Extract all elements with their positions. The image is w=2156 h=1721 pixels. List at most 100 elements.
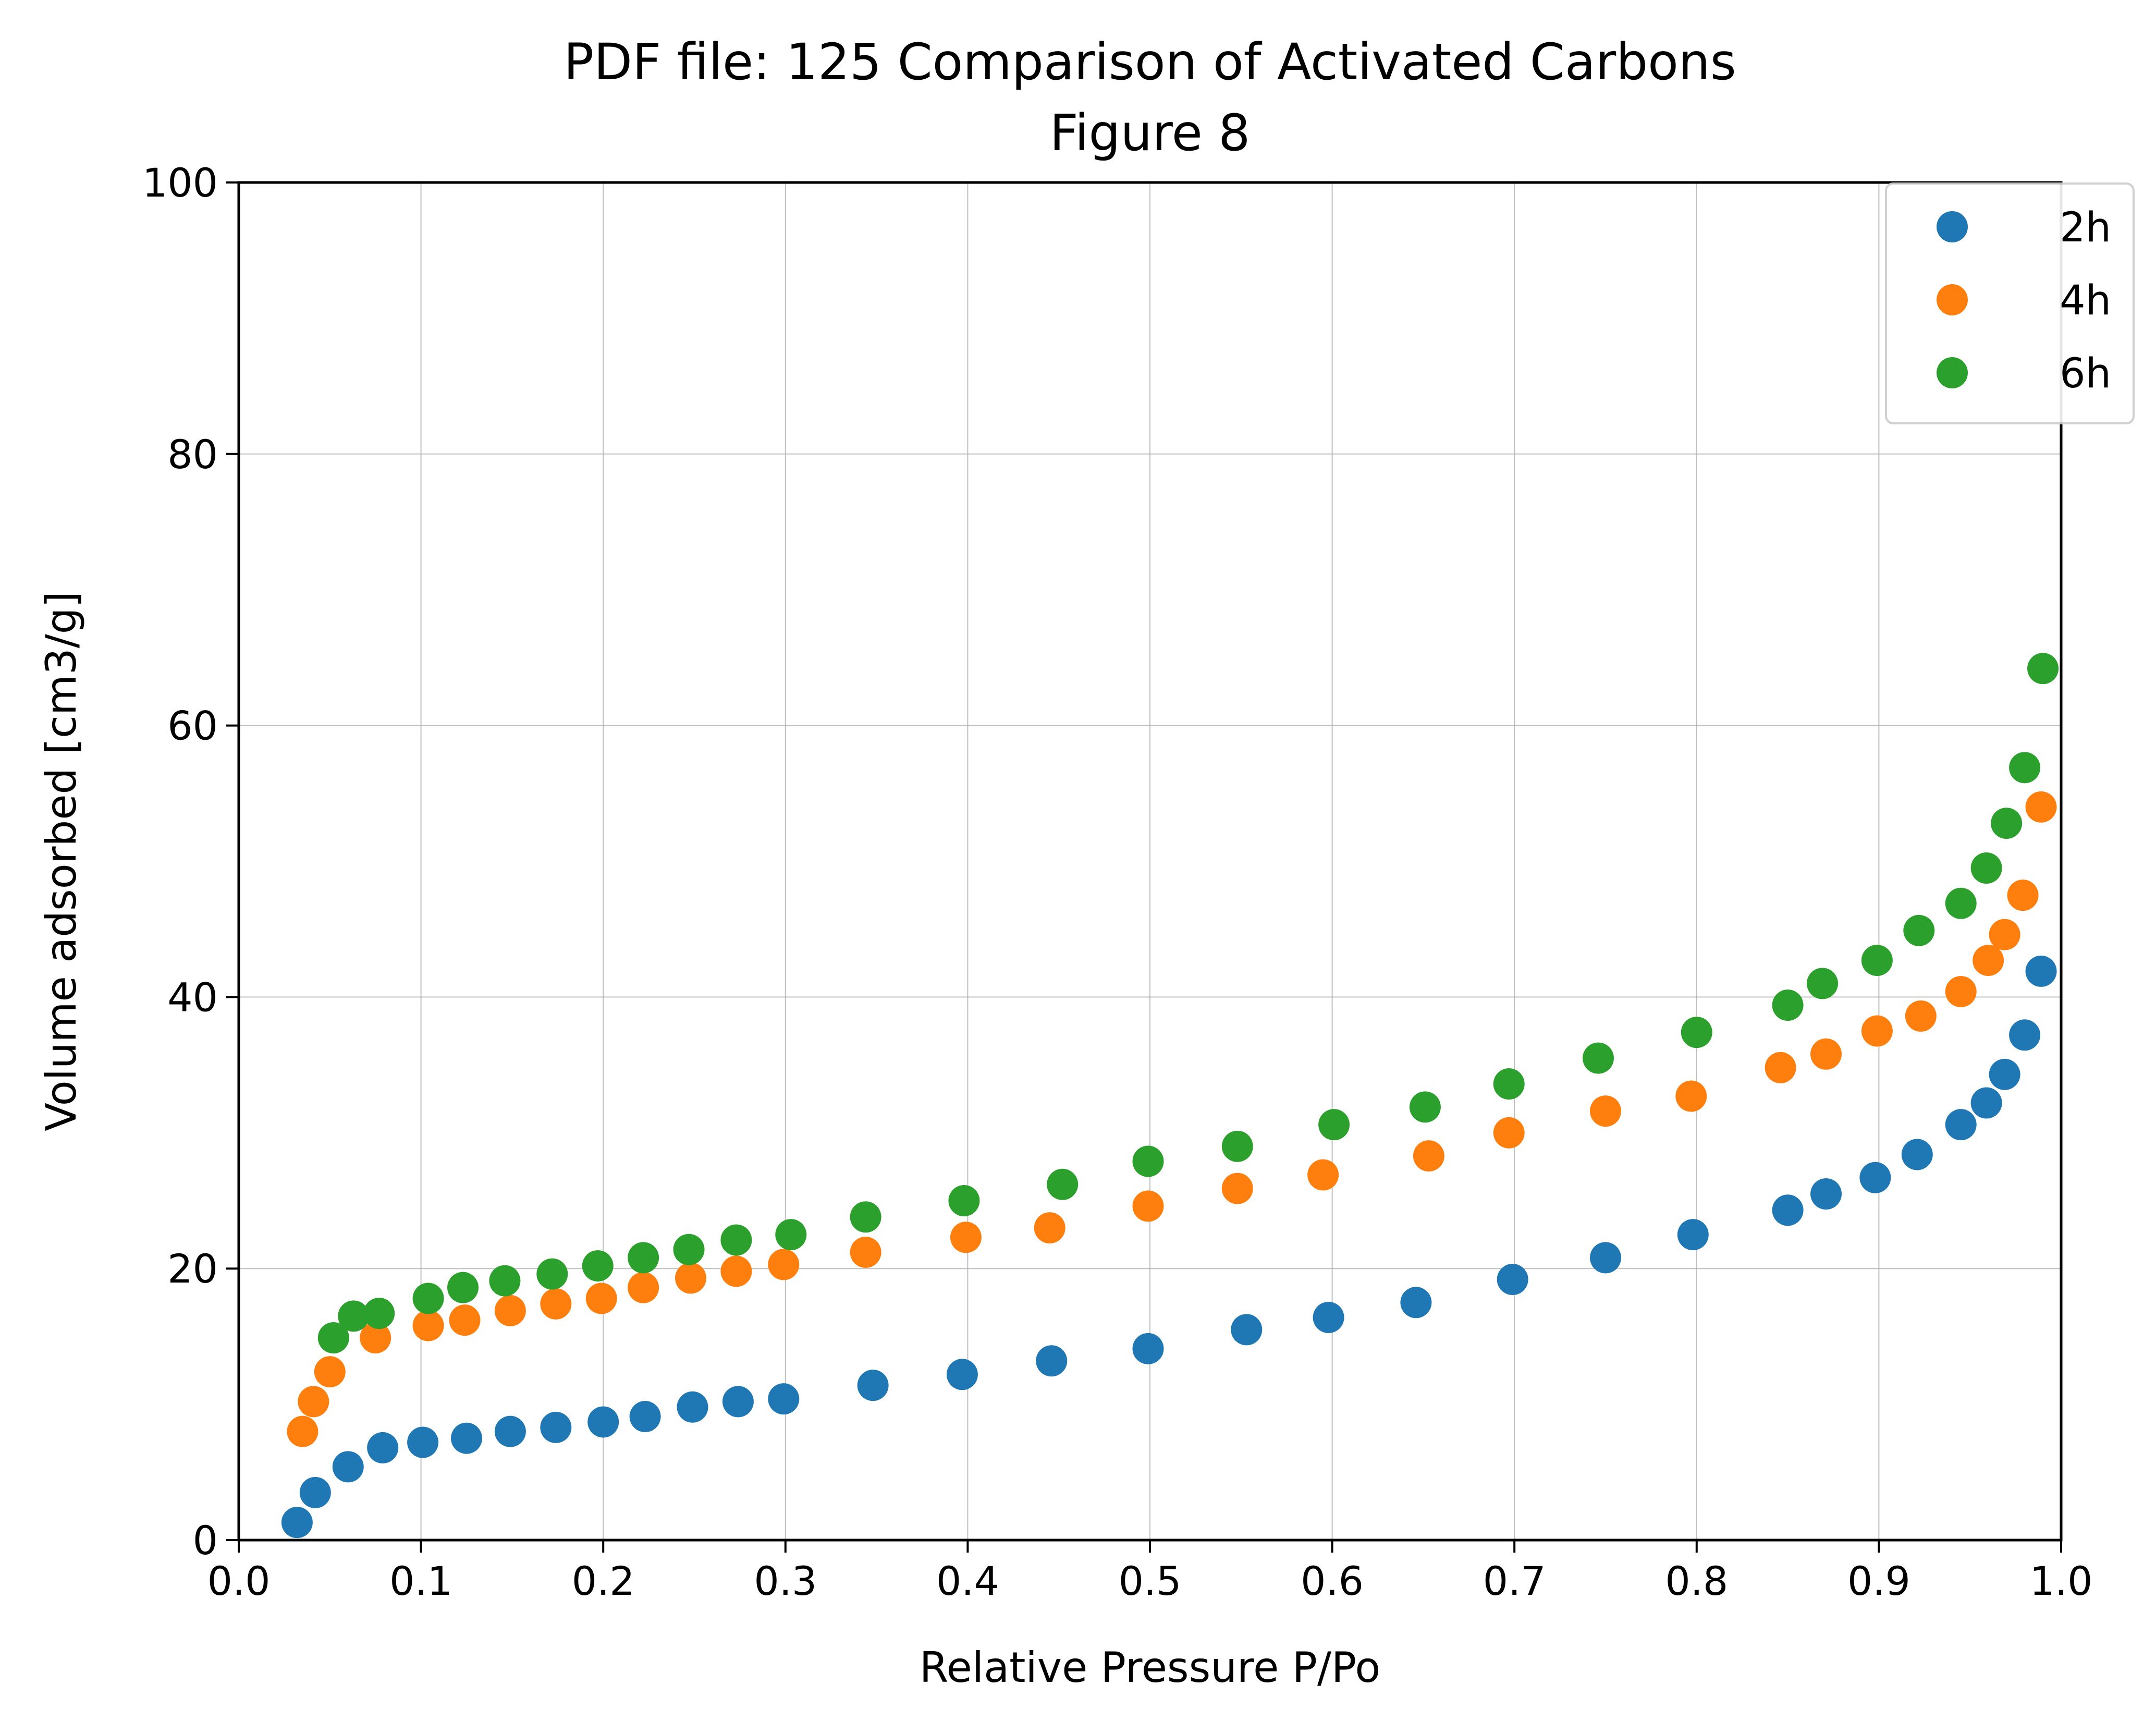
legend-marker-2h <box>1937 211 1968 242</box>
data-point-6h <box>1047 1168 1079 1200</box>
data-point-2h <box>451 1422 482 1454</box>
legend-marker-4h <box>1937 284 1968 315</box>
data-point-2h <box>1132 1333 1164 1364</box>
data-point-2h <box>1810 1178 1842 1210</box>
data-point-6h <box>2009 752 2041 784</box>
x-tick-label: 0.1 <box>389 1558 452 1604</box>
x-tick-label: 0.4 <box>936 1558 999 1604</box>
data-point-4h <box>298 1386 329 1418</box>
data-point-6h <box>2027 653 2059 685</box>
data-point-2h <box>1859 1162 1891 1193</box>
data-point-4h <box>494 1295 526 1326</box>
data-point-2h <box>1231 1314 1263 1346</box>
data-point-4h <box>850 1236 881 1268</box>
data-point-2h <box>946 1359 978 1390</box>
data-point-6h <box>673 1234 705 1265</box>
data-point-6h <box>1772 990 1804 1021</box>
data-point-6h <box>1318 1109 1350 1141</box>
data-point-4h <box>1810 1038 1842 1070</box>
data-point-6h <box>489 1265 521 1297</box>
data-point-6h <box>363 1298 395 1329</box>
data-point-2h <box>629 1401 661 1433</box>
data-point-6h <box>1583 1042 1614 1074</box>
data-point-6h <box>1903 914 1935 946</box>
data-point-4h <box>1307 1159 1339 1191</box>
data-point-6h <box>1132 1145 1164 1177</box>
data-point-4h <box>360 1322 391 1354</box>
x-tick-label: 0.0 <box>207 1558 271 1604</box>
data-point-4h <box>412 1310 444 1341</box>
data-point-2h <box>1400 1287 1432 1319</box>
data-point-4h <box>1989 919 2020 950</box>
data-point-4h <box>1973 945 2004 977</box>
legend-label-4h: 4h <box>2060 277 2111 324</box>
data-point-2h <box>367 1432 399 1463</box>
data-point-4h <box>1034 1212 1065 1244</box>
data-point-2h <box>857 1370 889 1401</box>
x-tick-label: 0.6 <box>1301 1558 1364 1604</box>
data-point-2h <box>1989 1058 2020 1090</box>
data-point-4h <box>314 1356 346 1388</box>
data-point-2h <box>1901 1139 1933 1170</box>
data-point-6h <box>850 1201 881 1233</box>
data-point-2h <box>540 1411 572 1443</box>
data-point-4h <box>1905 1000 1937 1032</box>
data-point-2h <box>2025 955 2057 987</box>
data-point-6h <box>1945 887 1977 919</box>
legend-label-2h: 2h <box>2060 204 2111 251</box>
data-point-6h <box>775 1219 807 1251</box>
data-point-4h <box>950 1222 982 1253</box>
data-point-4h <box>585 1283 617 1314</box>
series-4h <box>287 791 2057 1447</box>
data-point-6h <box>1221 1130 1253 1162</box>
data-point-2h <box>299 1476 331 1508</box>
data-point-4h <box>1675 1080 1707 1112</box>
data-point-4h <box>1765 1052 1796 1083</box>
data-point-2h <box>1590 1242 1621 1274</box>
data-point-4h <box>628 1272 659 1303</box>
data-point-6h <box>948 1185 980 1216</box>
y-tick-label: 60 <box>167 703 218 749</box>
data-point-6h <box>582 1250 614 1281</box>
data-point-2h <box>768 1383 800 1415</box>
data-point-4h <box>720 1255 752 1287</box>
x-tick-label: 1.0 <box>2030 1558 2093 1604</box>
data-point-6h <box>1493 1068 1525 1100</box>
data-point-6h <box>1681 1017 1712 1048</box>
legend: 2h 4h 6h <box>1885 182 2135 424</box>
data-point-4h <box>287 1415 318 1447</box>
x-tick-label: 0.7 <box>1483 1558 1546 1604</box>
data-point-4h <box>1590 1095 1621 1127</box>
data-point-4h <box>1945 975 1977 1007</box>
data-point-2h <box>1945 1109 1977 1141</box>
series-2h <box>281 955 2057 1539</box>
data-point-4h <box>1413 1140 1444 1172</box>
data-point-2h <box>407 1426 439 1458</box>
chart-subtitle: Figure 8 <box>1050 104 1251 162</box>
data-point-4h <box>1861 1015 1893 1047</box>
data-point-2h <box>1036 1345 1068 1377</box>
data-point-6h <box>412 1283 444 1314</box>
data-point-2h <box>1313 1301 1344 1333</box>
data-point-6h <box>1991 808 2023 839</box>
data-point-2h <box>1677 1219 1709 1251</box>
legend-label-6h: 6h <box>2060 350 2111 397</box>
data-point-2h <box>722 1386 754 1418</box>
data-point-2h <box>2009 1019 2041 1051</box>
data-point-6h <box>1861 945 1893 977</box>
y-tick-label: 20 <box>167 1246 218 1292</box>
data-point-4h <box>2025 791 2057 823</box>
data-point-2h <box>494 1415 526 1447</box>
data-point-2h <box>1970 1087 2002 1119</box>
x-tick-label: 0.5 <box>1119 1558 1182 1604</box>
legend-marker-6h <box>1937 357 1968 388</box>
y-axis-label: Volume adsorbed [cm3/g] <box>37 591 85 1131</box>
data-point-6h <box>1409 1091 1441 1123</box>
data-point-2h <box>1497 1264 1528 1296</box>
axis-ticks: 0.0 0.1 0.2 0.3 0.4 0.5 0.6 0.7 0.8 0.9 1.0 0 20 40 60… <box>142 160 2093 1604</box>
data-point-4h <box>675 1262 707 1294</box>
data-point-6h <box>536 1258 568 1290</box>
